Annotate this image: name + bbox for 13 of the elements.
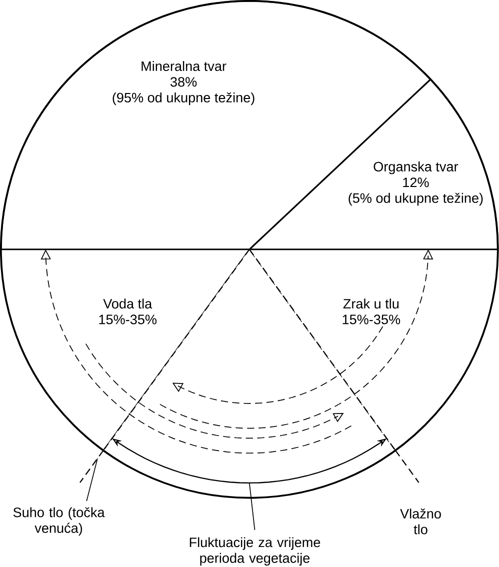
- data-label: 15%-35%: [342, 314, 400, 324]
- data-label: 38%: [170, 77, 197, 87]
- slice-label: Organska tvar: [374, 162, 458, 174]
- data-label: 15%-35%: [99, 314, 157, 324]
- text: Vlažno tlo: [400, 508, 442, 534]
- slice-label: Zrak u tlu: [343, 298, 399, 309]
- text: (5% od ukupne težine): [348, 192, 483, 206]
- text: Suho tlo (točka venuća): [14, 507, 105, 536]
- slice-label: Voda tla: [103, 298, 152, 309]
- slice-label: Mineralna tvar: [142, 61, 226, 72]
- data-label: 12%: [403, 178, 429, 188]
- text: Fluktuacije za vrijeme perioda vegetacije: [190, 537, 320, 566]
- text: (95% od ukupne težine): [112, 92, 254, 106]
